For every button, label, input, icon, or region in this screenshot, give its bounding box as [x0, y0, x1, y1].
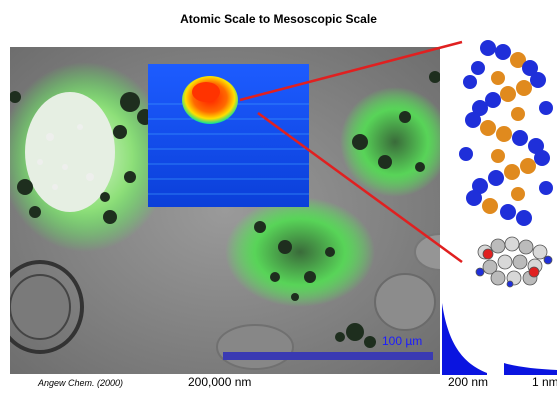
surface-plot-image	[148, 64, 309, 207]
figure-title: Atomic Scale to Mesoscopic Scale	[180, 12, 377, 26]
blue-curve-graphic	[442, 303, 557, 375]
microscopy-image: 100 µm	[10, 47, 440, 374]
scale-bar-label: 100 µm	[382, 334, 423, 348]
scale-label-middle: 200 nm	[448, 375, 489, 389]
dna-helix-image	[458, 38, 557, 228]
citation: Angew Chem. (2000)	[38, 378, 124, 388]
molecule-model-image	[470, 232, 557, 292]
scale-label-left: 200,000 nm	[188, 375, 252, 389]
scale-label-right: 1 nm	[532, 375, 557, 389]
microscopy-texture	[10, 47, 440, 374]
scale-bar	[223, 352, 433, 360]
